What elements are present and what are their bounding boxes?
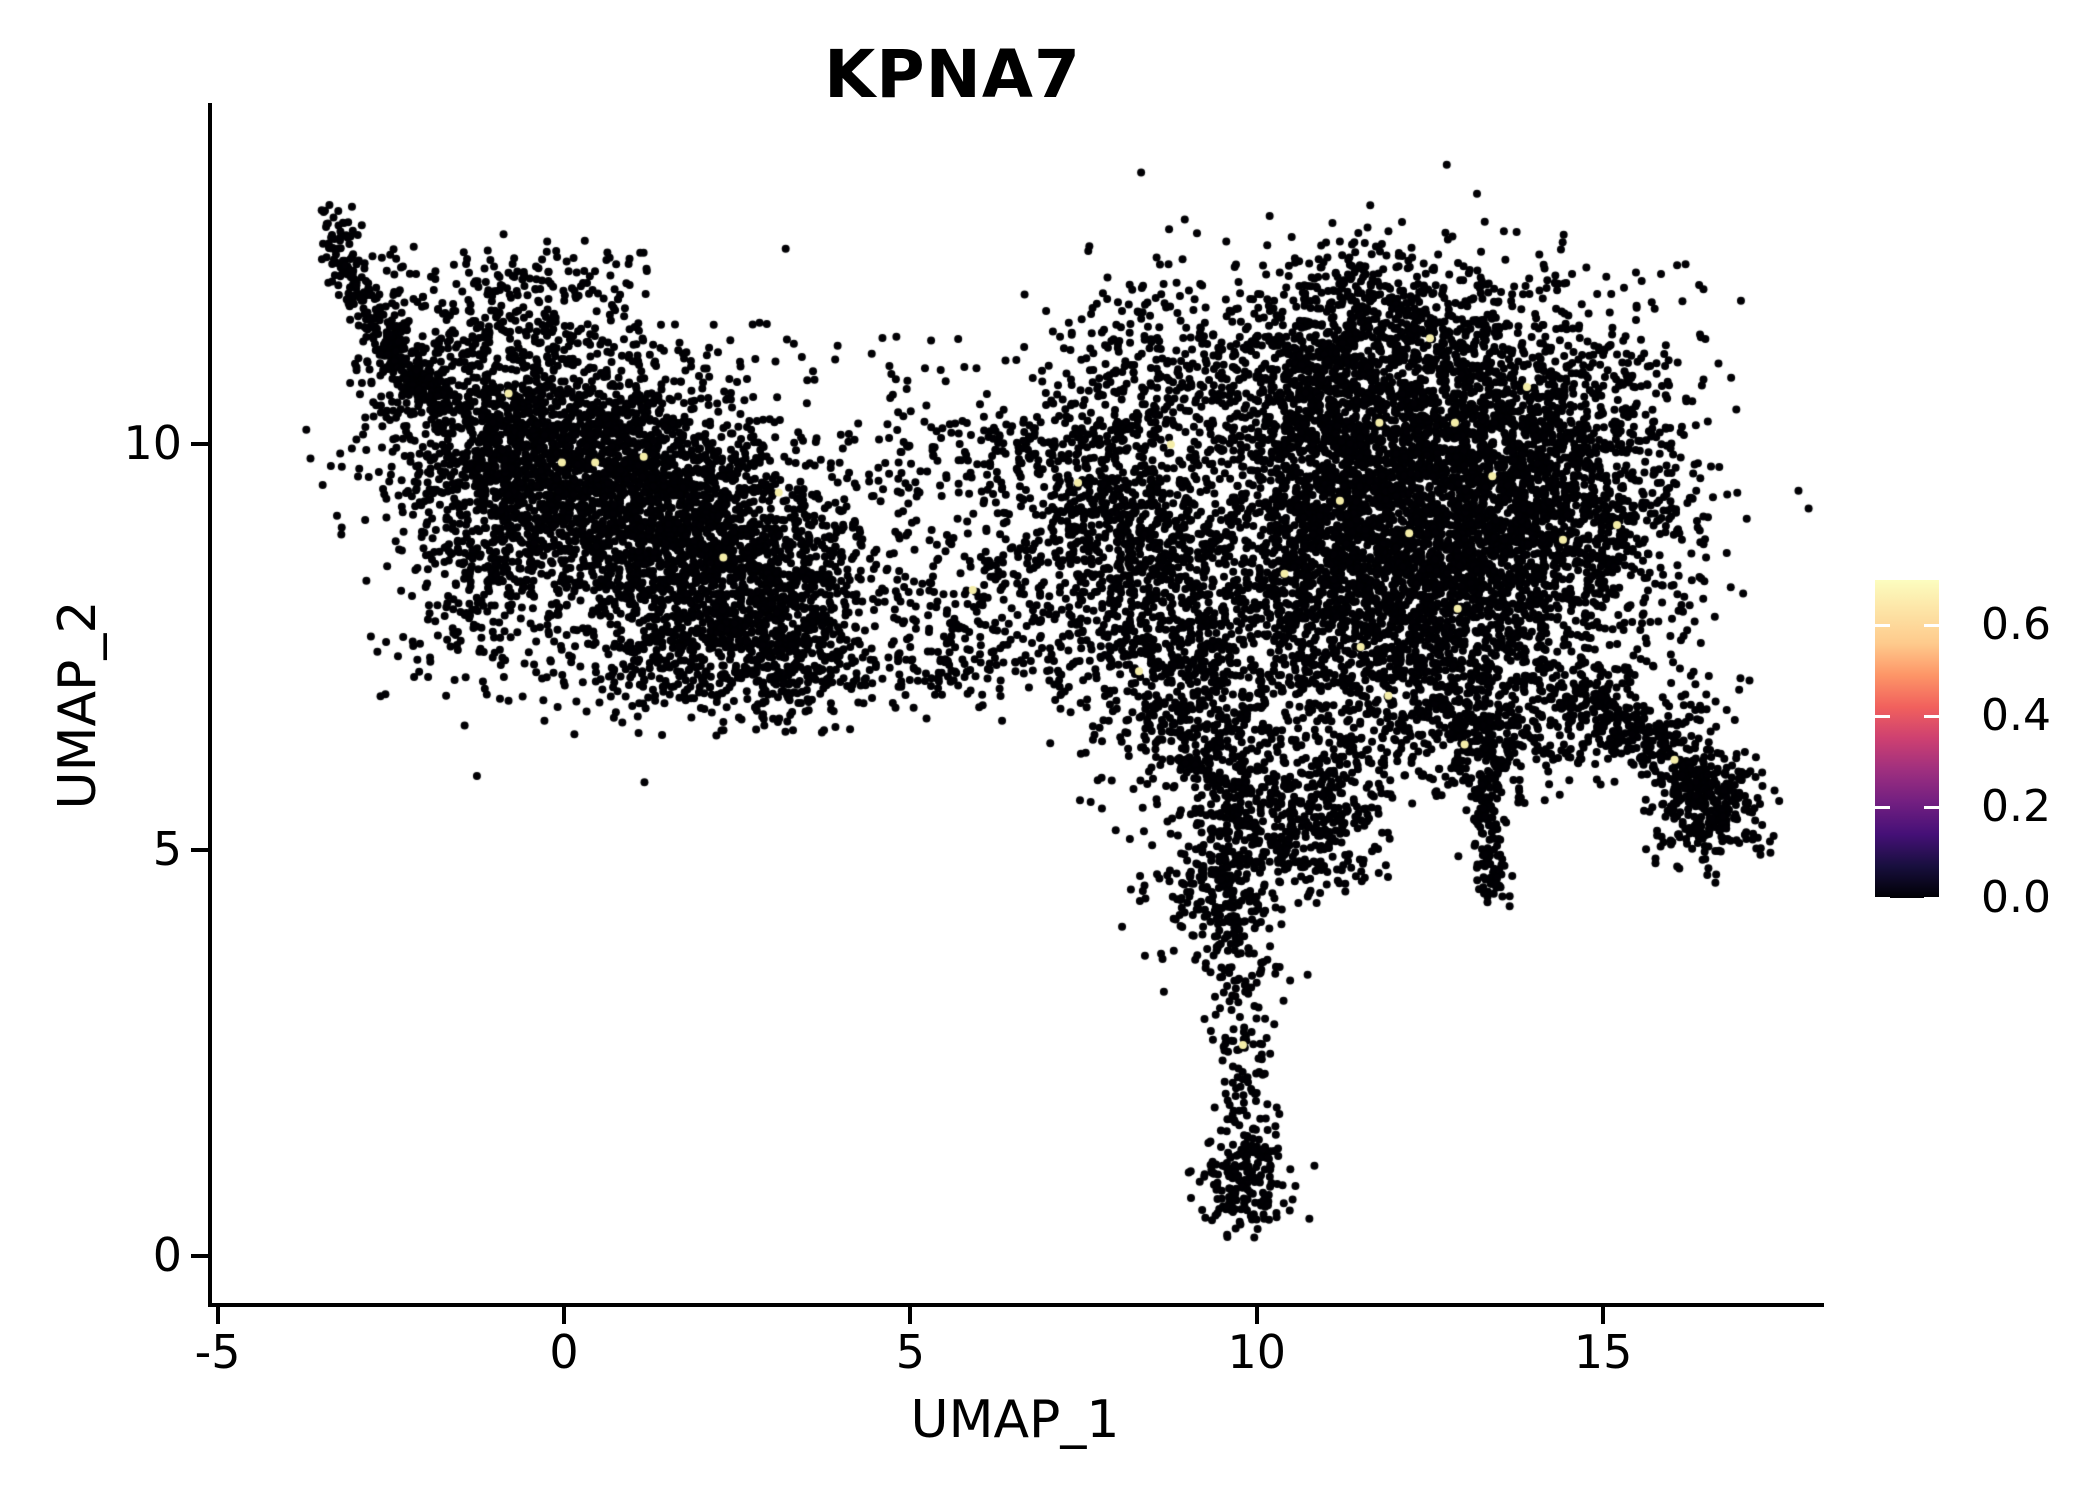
colorbar-tick-mark <box>1875 623 1890 627</box>
colorbar-tick-mark <box>1924 714 1939 718</box>
y-tick-mark <box>191 441 208 446</box>
x-tick-label: -5 <box>194 1325 241 1379</box>
colorbar-tick-mark <box>1875 714 1890 718</box>
colorbar-tick-label: 0.6 <box>1981 599 2051 651</box>
y-tick-label: 5 <box>152 822 182 877</box>
x-tick-mark <box>562 1307 566 1324</box>
colorbar-tick-label: 0.0 <box>1981 872 2051 923</box>
y-tick-label: 10 <box>123 415 182 470</box>
x-tick-label: 0 <box>549 1325 579 1379</box>
plot-title: KPNA7 <box>824 36 1081 113</box>
expression-colorbar <box>1875 580 1939 898</box>
y-tick-label: 0 <box>152 1228 182 1283</box>
x-axis-line <box>208 1303 1824 1307</box>
colorbar-tick-mark <box>1924 805 1939 809</box>
x-axis-title: UMAP_1 <box>910 1390 1120 1450</box>
colorbar-tick-mark <box>1875 805 1890 809</box>
y-tick-mark <box>191 1254 208 1259</box>
x-tick-label: 15 <box>1573 1325 1633 1379</box>
y-axis-line <box>208 103 212 1307</box>
y-axis-title: UMAP_2 <box>48 600 108 810</box>
colorbar-tick-label: 0.2 <box>1981 781 2051 833</box>
x-tick-mark <box>1254 1307 1259 1324</box>
x-tick-mark <box>1601 1307 1606 1324</box>
colorbar-tick-mark <box>1924 623 1939 627</box>
colorbar-tick-label: 0.4 <box>1981 690 2051 742</box>
x-tick-mark <box>215 1307 220 1324</box>
x-tick-mark <box>908 1307 913 1324</box>
colorbar-tick-mark <box>1924 896 1939 900</box>
x-tick-label: 5 <box>895 1325 926 1379</box>
colorbar-tick-mark <box>1875 896 1890 900</box>
x-tick-label: 10 <box>1227 1325 1287 1379</box>
y-tick-mark <box>191 848 208 853</box>
